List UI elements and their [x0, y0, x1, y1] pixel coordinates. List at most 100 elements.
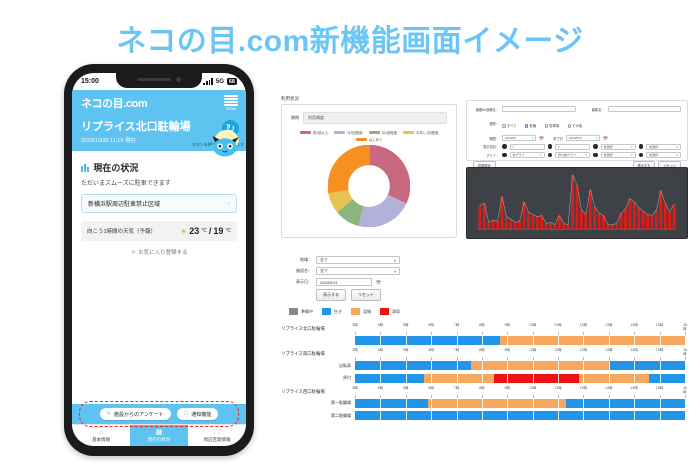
tab-current-status-label: 現在の状況: [147, 436, 171, 442]
form-date-to[interactable]: 2023/5/11: [565, 135, 600, 141]
timeline-bar[interactable]: [355, 360, 686, 371]
bar: [491, 220, 495, 230]
bar: [522, 202, 526, 230]
filter-region: 地域： 全て ▾: [286, 256, 486, 264]
survey-button[interactable]: ✎ 施設からのアンケート: [99, 408, 171, 420]
tab-basic-info[interactable]: ⌂ 基本情報: [72, 425, 130, 446]
zone-link[interactable]: 新横浜駅周辺駐車禁止区域 ›: [81, 194, 237, 213]
display-item-select-2[interactable]: [555, 143, 590, 150]
bar: [588, 189, 592, 230]
axis-tick: [608, 357, 610, 360]
bar: [500, 196, 504, 230]
timeline-gridline: [507, 410, 509, 421]
axis-tick: [481, 357, 483, 360]
axis-tick: [558, 332, 560, 335]
axis-tick: [507, 394, 509, 398]
timeline-gridline: [634, 372, 636, 384]
timeline-group: リプライス南口駐輪場 3時 4時 5時 6時 7時 8時 9時 10時 11時 12時 13時 14時 1…: [281, 348, 687, 384]
axis-tick: [634, 357, 636, 360]
timeline-gridline: [481, 372, 483, 384]
axis-tick: [355, 357, 356, 360]
timeline-gridline: [481, 335, 483, 346]
filter-date-input[interactable]: 2023/5/11: [316, 278, 372, 286]
axis-tick: [355, 332, 356, 335]
star-icon: ★: [130, 249, 137, 256]
timeline-gridline: [558, 410, 560, 421]
legend-label: 月3回程度: [347, 131, 363, 135]
graph-select-4[interactable]: 未選択: [646, 152, 681, 158]
timeline-row: 第一駐輪場: [281, 397, 686, 409]
graph-select-2[interactable]: 折れ線グラフ: [555, 152, 590, 158]
timeline-bar[interactable]: [355, 410, 686, 421]
weather-high-unit: ℃: [201, 228, 207, 234]
weather-low-unit: ℃: [225, 228, 231, 234]
graph-marker-3: [593, 152, 598, 158]
display-item-select-4[interactable]: 未選択: [646, 143, 681, 150]
form-row-display-items: 表示項目： 未選択 未選択: [473, 143, 681, 150]
timeline-gridline: [431, 372, 433, 384]
calendar-icon-to[interactable]: 📅: [602, 135, 608, 141]
weather-low: 19: [213, 226, 224, 236]
filter-reset-button[interactable]: リセット: [351, 289, 381, 301]
calendar-icon[interactable]: 📅: [376, 279, 381, 285]
donut-panel-caption: 利用状況: [281, 96, 299, 101]
donut-filter-select[interactable]: 利用頻度: [303, 112, 447, 124]
graph-marker-4: [638, 152, 643, 158]
axis-tick-label: 16時: [683, 385, 687, 394]
timeline-group-header: リプライス西口駐輪場 3時 4時 5時 6時 7時 8時 9時 10時 11時 12時 13時 14時 1…: [281, 385, 687, 398]
filter-facility-select[interactable]: 全て ▾: [316, 267, 400, 275]
tab-area-info[interactable]: ⛶ 周辺区間情報: [188, 425, 246, 446]
radio-parking[interactable]: 駐車場: [544, 123, 559, 128]
form-input-customer[interactable]: [607, 106, 681, 112]
timeline-legend-item: 空き: [322, 308, 342, 315]
filter-region-select[interactable]: 全て ▾: [316, 256, 400, 264]
axis-tick-label: 7時: [453, 348, 460, 352]
timeline-bar[interactable]: [355, 397, 686, 409]
axis-tick: [431, 332, 433, 335]
donut-chart: [328, 145, 410, 227]
radio-other[interactable]: その他: [567, 123, 582, 128]
chevron-right-icon: ›: [227, 200, 230, 207]
notification-button[interactable]: ☐ 通知機能: [176, 408, 219, 420]
chart-icon: ▩: [155, 428, 163, 436]
bar: [619, 213, 623, 230]
form-date-from[interactable]: 2023/5/1: [502, 135, 536, 141]
donut-legend-item: はじめて: [355, 137, 382, 142]
axis-tick-label: 11時: [554, 385, 562, 390]
favorite-button[interactable]: ★ お気に入り登録する: [72, 248, 246, 256]
bar: [535, 216, 539, 230]
axis-tick: [685, 332, 686, 335]
axis-tick-label: 6時: [428, 348, 434, 352]
timeline-bar[interactable]: [355, 372, 686, 384]
calendar-icon-from[interactable]: 📅: [539, 135, 544, 141]
axis-tick-label: 5時: [402, 348, 409, 352]
axis-tick-label: 9時: [504, 385, 511, 390]
timeline-bar[interactable]: [355, 335, 686, 346]
bar: [628, 198, 632, 230]
radio-all[interactable]: すべて: [502, 123, 516, 128]
display-item-select-3[interactable]: 未選択: [600, 143, 636, 150]
radio-bike[interactable]: 駐輪: [524, 123, 536, 128]
timeline-gridline: [431, 397, 433, 409]
timeline-legend-item: 準備中: [289, 308, 313, 315]
pencil-icon: ✎: [106, 411, 111, 417]
filter-apply-button[interactable]: 表示する: [316, 289, 346, 301]
bar: [580, 209, 583, 230]
bar: [575, 185, 579, 230]
favorite-label: お気に入り登録する: [138, 250, 188, 256]
display-item-select-1[interactable]: [509, 143, 545, 150]
sun-icon: ☀: [180, 226, 188, 236]
phone-notch: [116, 73, 202, 88]
axis-tick: [558, 394, 560, 398]
speaker-grille: [137, 78, 171, 81]
timeline-gridline: [532, 397, 534, 409]
bar: [593, 206, 597, 230]
form-radio-group: すべて 駐輪 駐車場 その他: [502, 115, 681, 133]
timeline-gridline: [558, 397, 560, 409]
graph-select-3[interactable]: 未選択: [600, 152, 636, 158]
graph-select-1[interactable]: 棒グラフ: [509, 152, 545, 158]
tab-current-status[interactable]: ▩ 現在の状況: [130, 425, 188, 446]
form-input-device[interactable]: [502, 106, 576, 112]
axis-tick-label: 13時: [605, 385, 613, 390]
menu-button[interactable]: MENU: [224, 95, 238, 111]
